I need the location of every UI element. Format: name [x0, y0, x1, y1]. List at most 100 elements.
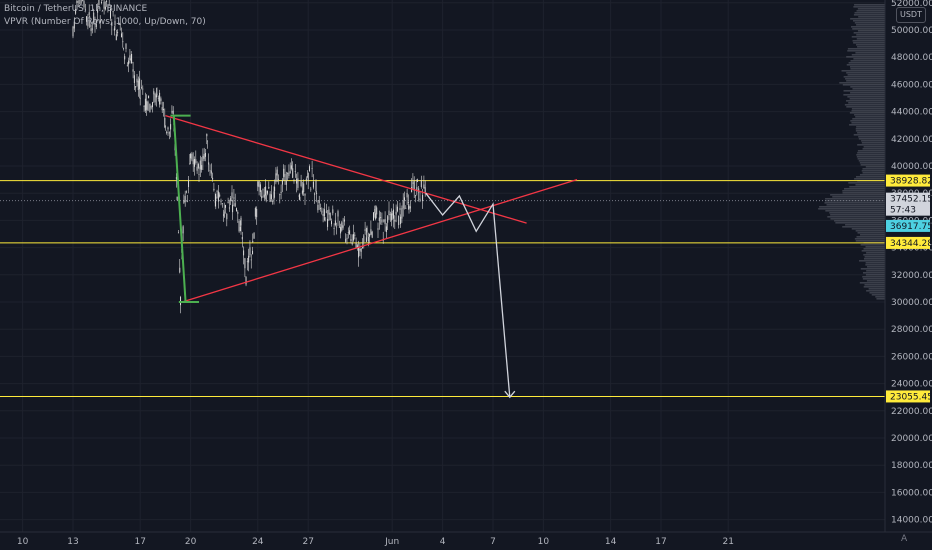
price-label-text: 57:43: [890, 206, 916, 216]
profile-bar: [855, 116, 885, 118]
price-tick-label: 44000.00: [891, 108, 932, 118]
candle-body: [329, 213, 331, 221]
candle-body: [300, 180, 302, 187]
profile-bar: [854, 12, 885, 14]
candle-body: [382, 240, 384, 241]
profile-bar: [855, 130, 885, 132]
candle-body: [265, 195, 267, 201]
candle-body: [320, 208, 321, 210]
profile-bar: [855, 128, 885, 130]
flagpole-marker[interactable]: [170, 114, 199, 303]
candle-body: [399, 208, 401, 210]
profile-bar: [818, 208, 885, 210]
candle-body: [307, 176, 309, 178]
profile-bar: [832, 196, 885, 198]
projection-path[interactable]: [425, 192, 516, 399]
indicator-legend[interactable]: VPVR (Number Of Rows, 1000, Up/Down, 70): [4, 17, 206, 27]
candle-body: [147, 101, 149, 111]
time-axis[interactable]: 10 13 17 20 24 27 Jun 4 7 10 14 17 21: [17, 537, 734, 547]
auto-scale-button[interactable]: A: [901, 534, 908, 544]
price-label-text: 23055.45: [890, 392, 932, 402]
candle-body: [259, 184, 261, 192]
candle-body: [186, 200, 188, 203]
profile-bar: [864, 284, 885, 286]
price-tick-label: 42000.00: [891, 135, 932, 145]
candle-body: [310, 188, 312, 190]
candle-body: [228, 207, 230, 209]
time-tick-label: 7: [490, 537, 496, 547]
profile-bar: [846, 100, 885, 102]
candle-body: [370, 229, 372, 235]
profile-bar: [835, 222, 885, 224]
grid-lines: [0, 0, 885, 532]
candle-body: [72, 26, 74, 37]
profile-bar: [825, 198, 885, 200]
candle-body: [388, 210, 390, 216]
candle-body: [219, 194, 221, 197]
candle-body: [395, 211, 397, 215]
candle-body: [153, 91, 155, 95]
candle-body: [305, 178, 307, 181]
candle-body: [124, 56, 126, 60]
currency-button[interactable]: USDT: [896, 7, 926, 23]
profile-bar: [857, 158, 885, 160]
candle-body: [336, 226, 338, 228]
candle-body: [333, 227, 335, 229]
candle-body: [404, 197, 405, 201]
profile-bar: [860, 268, 885, 270]
candle-body: [107, 5, 109, 9]
candle-body: [128, 60, 130, 65]
candle-body: [213, 188, 215, 191]
trendline: [165, 115, 527, 224]
profile-bar: [862, 168, 885, 170]
candle-body: [278, 178, 279, 180]
candle-body: [383, 220, 385, 222]
candle-body: [301, 190, 303, 194]
candle-body: [297, 178, 299, 188]
candle-body: [340, 227, 342, 234]
candle-body: [212, 177, 214, 180]
candle-body: [90, 28, 92, 32]
profile-bar: [863, 248, 885, 250]
candle-body: [236, 208, 237, 212]
candle-body: [345, 238, 347, 242]
candle-body: [400, 216, 402, 225]
candle-body: [322, 214, 324, 216]
candle-body: [76, 0, 78, 3]
profile-bar: [842, 190, 885, 192]
profile-bar: [825, 210, 885, 212]
symbol-legend[interactable]: Bitcoin / TetherUS, 1h, BINANCE: [4, 4, 148, 14]
candle-body: [420, 180, 422, 187]
profile-bar: [862, 148, 885, 150]
candle-body: [269, 193, 271, 202]
profile-bar: [858, 16, 885, 18]
candle-body: [334, 220, 336, 226]
candle-body: [365, 237, 367, 242]
candle-body: [161, 107, 163, 111]
trendlines[interactable]: [165, 115, 578, 303]
candle-body: [342, 225, 344, 228]
candle-body: [249, 247, 251, 256]
profile-bar: [850, 86, 885, 88]
candle-body: [366, 227, 368, 233]
time-tick-label: 10: [17, 537, 29, 547]
candle-body: [194, 159, 195, 167]
candle-body: [288, 172, 290, 176]
time-tick-label: Jun: [384, 537, 399, 547]
candle-body: [252, 250, 254, 255]
price-tick-label: 46000.00: [891, 80, 932, 90]
profile-bar: [843, 90, 885, 92]
candle-body: [98, 0, 100, 6]
profile-bar: [844, 104, 885, 106]
profile-bar: [824, 202, 885, 204]
candle-body: [270, 194, 272, 199]
candle-body: [77, 1, 79, 3]
candle-body: [323, 209, 325, 217]
profile-bar: [829, 212, 885, 214]
candle-body: [205, 152, 206, 157]
profile-bar: [844, 188, 885, 190]
profile-bar: [860, 244, 885, 246]
candle-body: [170, 124, 172, 130]
profile-bar: [858, 136, 885, 138]
